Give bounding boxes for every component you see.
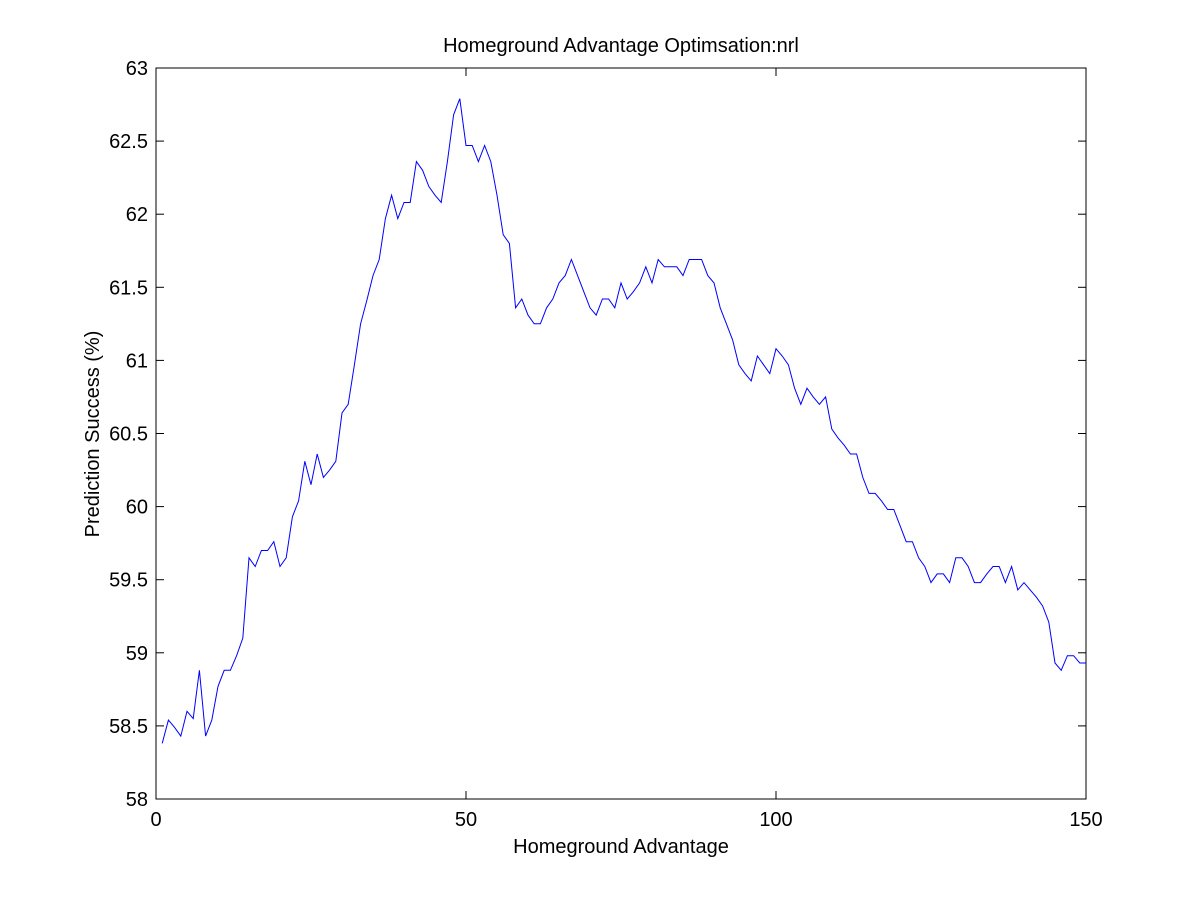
y-tick-label: 60 — [126, 497, 148, 519]
y-tick-label: 58 — [126, 789, 148, 811]
x-axis-label: Homeground Advantage — [513, 836, 729, 858]
y-tick-label: 59 — [126, 643, 148, 665]
plot-area — [155, 67, 1087, 800]
x-axis-ticks: 0 50 100 150 — [150, 68, 1103, 831]
y-axis-label: Prediction Success (%) — [82, 331, 104, 538]
x-tick-label: 100 — [759, 809, 792, 831]
prediction-success-line — [161, 98, 1086, 744]
y-axis-ticks: 58 58.5 59 59.5 60 60.5 61 61.5 62 62.5 63 — [109, 58, 1086, 811]
y-tick-label: 62 — [126, 204, 148, 226]
y-tick-label: 61.5 — [109, 277, 148, 299]
y-tick-label: 58.5 — [109, 716, 148, 738]
y-tick-label: 63 — [126, 58, 148, 80]
x-tick-label: 0 — [150, 809, 161, 831]
y-tick-label: 60.5 — [109, 424, 148, 446]
chart-title: Homeground Advantage Optimsation:nrl — [443, 35, 799, 57]
x-tick-label: 150 — [1069, 809, 1102, 831]
x-tick-label: 50 — [455, 809, 477, 831]
y-tick-label: 59.5 — [109, 570, 148, 592]
y-tick-label: 61 — [126, 350, 148, 372]
y-tick-label: 62.5 — [109, 131, 148, 153]
